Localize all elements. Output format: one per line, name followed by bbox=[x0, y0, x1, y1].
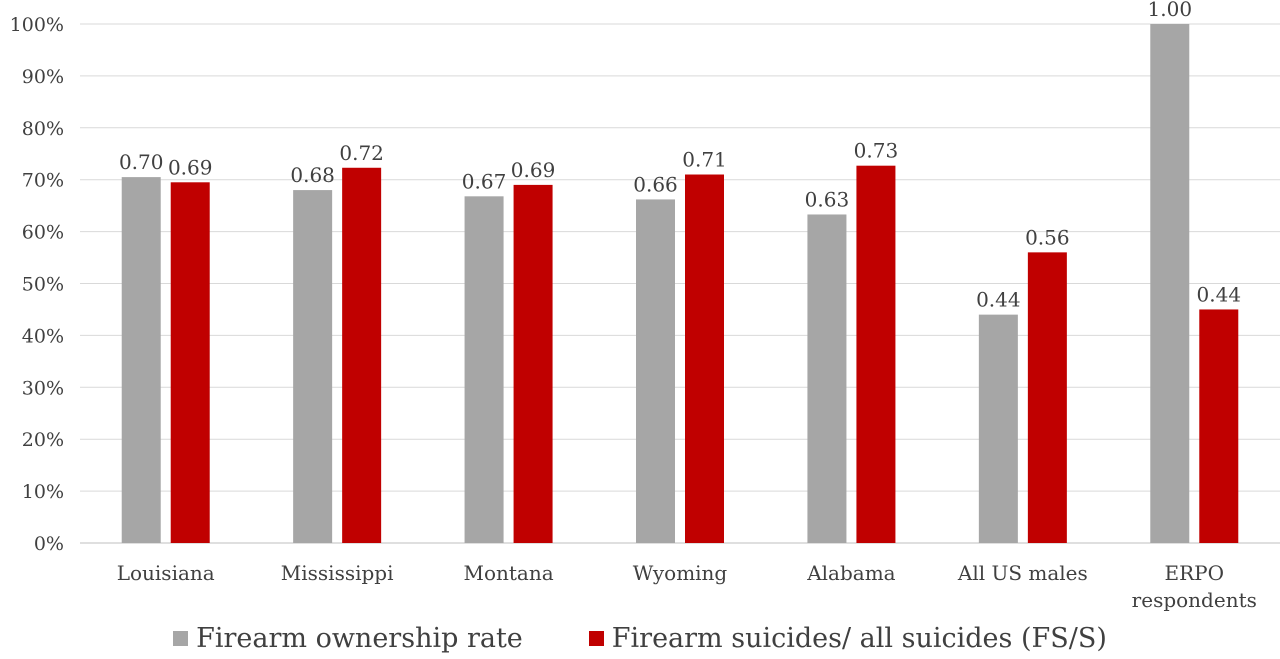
category-label: Montana bbox=[463, 561, 553, 585]
category-label: respondents bbox=[1132, 588, 1257, 612]
bar-ownership bbox=[121, 177, 161, 544]
data-label: 0.71 bbox=[682, 148, 727, 172]
bar-fss bbox=[170, 182, 210, 544]
legend-swatch-fss bbox=[588, 630, 604, 646]
bar-ownership bbox=[464, 196, 504, 544]
bar-fss bbox=[856, 165, 896, 543]
data-label: 0.44 bbox=[976, 288, 1021, 312]
y-tick-label: 50% bbox=[22, 274, 64, 296]
category-label: All US males bbox=[957, 561, 1088, 585]
bar-fss bbox=[1027, 252, 1067, 544]
data-label: 0.70 bbox=[119, 150, 164, 174]
data-label: 0.69 bbox=[511, 158, 556, 182]
bar-ownership bbox=[293, 190, 333, 543]
data-label: 1.00 bbox=[1148, 0, 1193, 21]
y-tick-label: 70% bbox=[22, 170, 64, 192]
data-label: 0.73 bbox=[854, 139, 899, 163]
legend-label-fss: Firearm suicides/ all suicides (FS/S) bbox=[611, 622, 1107, 654]
legend-swatch-ownership bbox=[173, 630, 189, 646]
bar-fss bbox=[685, 174, 724, 543]
category-label: Wyoming bbox=[633, 561, 728, 585]
legend-label-ownership: Firearm ownership rate bbox=[196, 622, 523, 654]
y-tick-label: 30% bbox=[22, 377, 64, 399]
y-tick-label: 80% bbox=[22, 118, 64, 140]
category-label: Mississippi bbox=[281, 561, 394, 585]
bar-fss bbox=[1199, 309, 1239, 543]
y-tick-label: 0% bbox=[34, 533, 64, 555]
bar-fss bbox=[513, 184, 553, 543]
bar-ownership bbox=[636, 199, 675, 543]
data-label: 0.56 bbox=[1025, 225, 1070, 249]
y-tick-label: 60% bbox=[22, 222, 64, 244]
category-label: ERPO bbox=[1165, 561, 1225, 585]
legend-item-fss: Firearm suicides/ all suicides (FS/S) bbox=[588, 622, 1107, 654]
bar-fss bbox=[342, 167, 382, 543]
bar-ownership bbox=[807, 214, 847, 543]
data-label: 0.66 bbox=[633, 172, 678, 196]
data-label: 0.72 bbox=[339, 141, 384, 165]
y-tick-label: 40% bbox=[22, 325, 64, 347]
category-label: Louisiana bbox=[117, 561, 215, 585]
bar-chart: 0%10%20%30%40%50%60%70%80%90%100%0.70 0.6… bbox=[10, 0, 1280, 612]
data-label: 0.68 bbox=[290, 163, 335, 187]
data-label: 0.44 bbox=[1197, 282, 1242, 306]
y-tick-label: 100% bbox=[10, 14, 64, 36]
legend-item-ownership: Firearm ownership rate bbox=[173, 623, 523, 654]
data-label: 0.67 bbox=[462, 169, 507, 193]
bar-ownership bbox=[978, 314, 1018, 543]
bar-ownership bbox=[1150, 24, 1190, 543]
data-label: 0.69 bbox=[168, 155, 213, 179]
legend: Firearm ownership rate Firearm suicides/… bbox=[0, 618, 1280, 658]
y-tick-label: 10% bbox=[22, 481, 64, 503]
y-tick-label: 90% bbox=[22, 66, 64, 88]
category-label: Alabama bbox=[806, 561, 895, 585]
data-label: 0.63 bbox=[805, 187, 850, 211]
y-tick-label: 20% bbox=[22, 429, 64, 451]
